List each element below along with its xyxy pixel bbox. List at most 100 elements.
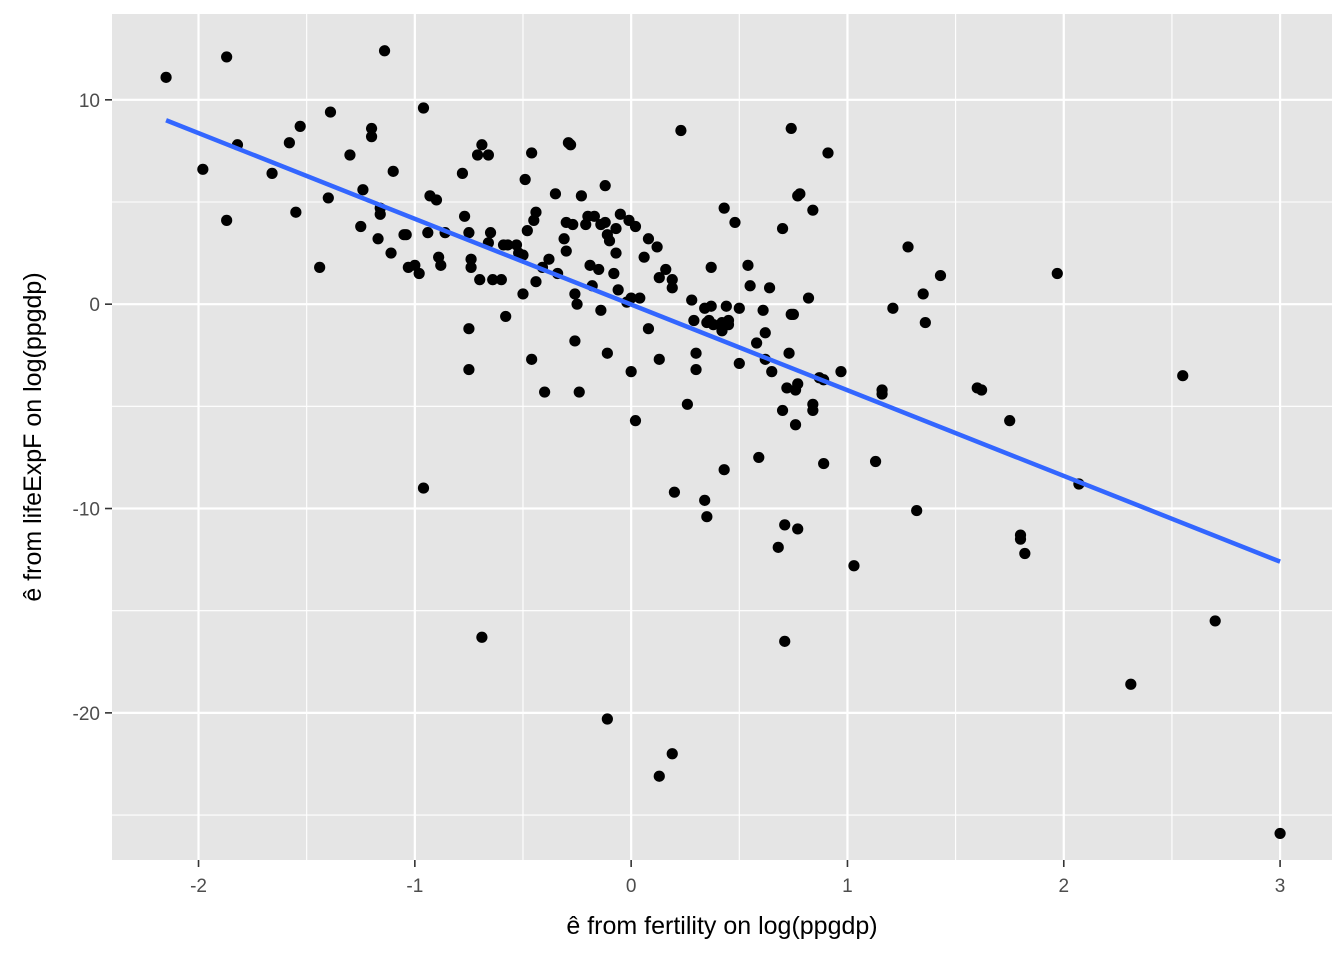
x-tick-label: 0 <box>626 876 637 897</box>
data-point <box>686 294 698 306</box>
data-point <box>221 51 233 63</box>
data-point <box>599 216 611 229</box>
data-point <box>690 363 702 376</box>
data-point <box>822 147 834 159</box>
data-point <box>701 511 713 523</box>
data-point <box>588 210 600 222</box>
data-point <box>530 206 542 218</box>
data-point <box>614 208 626 220</box>
data-point <box>681 398 693 410</box>
data-point <box>344 149 356 161</box>
data-point <box>575 190 587 202</box>
data-point <box>779 519 791 531</box>
data-point <box>660 263 672 276</box>
data-point <box>374 208 386 220</box>
data-point <box>324 106 337 118</box>
data-point <box>642 233 655 245</box>
data-point <box>400 229 412 241</box>
data-point <box>355 220 367 233</box>
data-point <box>610 222 622 235</box>
data-point <box>1004 415 1016 427</box>
data-point <box>792 378 804 390</box>
data-point <box>430 194 443 206</box>
data-point <box>560 245 572 257</box>
data-point <box>776 404 789 417</box>
data-point <box>766 366 778 378</box>
data-point <box>476 631 488 643</box>
data-point <box>417 482 430 494</box>
x-tick-label: 2 <box>1058 876 1069 897</box>
data-point <box>197 163 209 175</box>
data-point <box>558 233 570 245</box>
data-point <box>653 353 665 365</box>
data-point <box>807 204 819 216</box>
data-point <box>1209 615 1221 627</box>
data-point <box>378 45 391 57</box>
data-point <box>549 188 562 200</box>
data-point <box>495 274 507 286</box>
data-point <box>517 288 529 300</box>
data-point <box>668 486 681 498</box>
data-point <box>634 292 646 304</box>
data-point <box>718 202 730 214</box>
data-point <box>1177 370 1189 382</box>
data-point <box>789 419 802 431</box>
data-point <box>705 300 717 312</box>
data-point <box>757 304 769 316</box>
data-point <box>593 263 605 276</box>
data-point <box>666 748 678 760</box>
data-point <box>629 415 642 427</box>
x-axis-ticks: -2 -1 0 1 2 3 <box>190 860 1285 897</box>
data-point <box>463 227 475 239</box>
regression-line <box>165 118 1281 564</box>
plot-panel <box>112 14 1332 860</box>
data-point <box>707 319 719 331</box>
data-point <box>465 253 477 265</box>
data-point <box>417 102 430 114</box>
data-point <box>653 770 665 782</box>
y-axis-title: ê from lifeExpF on log(ppgdp) <box>19 272 47 601</box>
data-point <box>722 314 735 327</box>
data-point <box>1014 533 1027 545</box>
data-point <box>365 131 378 143</box>
data-point <box>573 386 585 398</box>
data-point <box>569 335 581 347</box>
data-point <box>517 249 529 261</box>
data-point <box>458 210 471 222</box>
data-point <box>601 347 613 359</box>
data-point <box>465 261 477 273</box>
data-point <box>688 314 700 327</box>
data-point <box>629 220 642 233</box>
data-point <box>463 363 475 376</box>
y-tick-label: 10 <box>79 91 100 112</box>
data-point <box>567 218 579 231</box>
data-point <box>733 357 745 370</box>
data-point <box>705 261 717 273</box>
y-axis-ticks: -20 -10 0 10 <box>73 91 112 725</box>
data-point <box>763 282 776 294</box>
data-point <box>500 310 512 323</box>
data-point <box>666 274 678 286</box>
data-point <box>610 247 622 259</box>
data-point <box>625 292 637 304</box>
x-tick-label: 1 <box>842 876 853 897</box>
data-point <box>413 267 425 280</box>
data-point <box>294 120 306 132</box>
data-point <box>781 382 793 394</box>
data-point <box>526 353 538 365</box>
data-point <box>902 241 914 253</box>
data-point <box>599 180 611 192</box>
data-point <box>571 298 583 310</box>
data-point <box>484 227 497 239</box>
data-point <box>653 272 665 284</box>
data-point <box>675 124 687 137</box>
data-point <box>283 137 295 149</box>
data-point <box>357 184 369 196</box>
data-point <box>699 494 711 506</box>
data-point <box>266 167 278 179</box>
data-point <box>608 267 620 280</box>
data-point <box>422 227 434 239</box>
data-point <box>539 386 551 398</box>
data-point <box>601 713 613 725</box>
data-point <box>365 122 378 135</box>
